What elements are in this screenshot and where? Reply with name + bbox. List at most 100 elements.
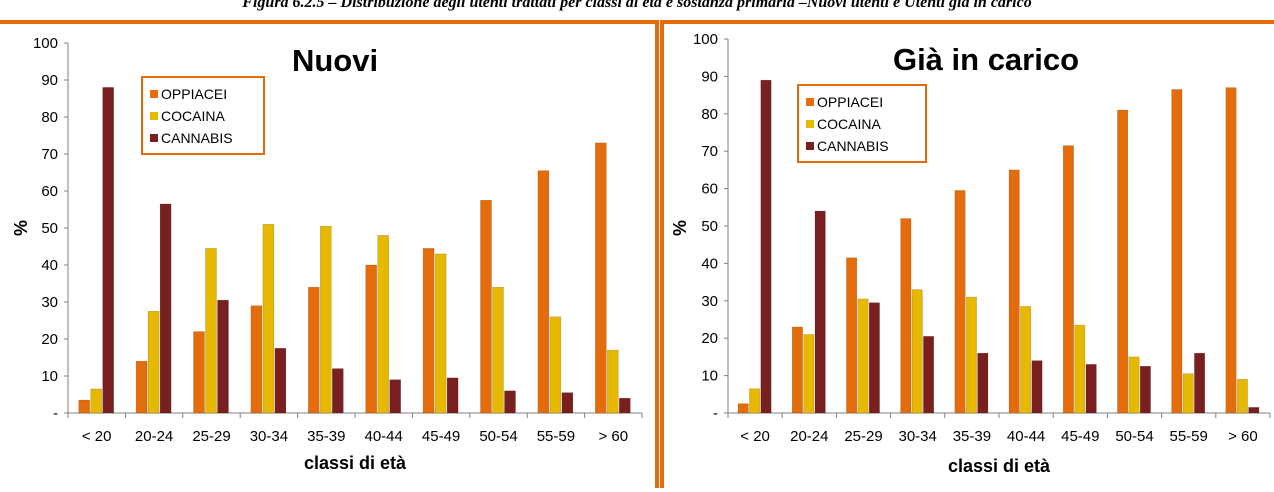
figure-caption: Figura 6.2.5 – Distribuzione degli utent…: [242, 0, 1032, 11]
bar-cannabis: [504, 390, 516, 414]
x-axis-title: classi di età: [304, 453, 407, 473]
y-tick-label: 70: [701, 143, 718, 160]
bar-cocaina: [205, 248, 217, 414]
bar-oppiacei: [1171, 89, 1183, 414]
legend-swatch-oppiacei: [806, 98, 814, 106]
y-tick-label: 40: [701, 255, 718, 272]
x-axis-title: classi di età: [948, 456, 1051, 476]
x-tick-label: 25-29: [192, 428, 230, 445]
x-tick-label: < 20: [740, 428, 770, 445]
bar-oppiacei: [791, 326, 803, 414]
x-tick-label: 25-29: [844, 428, 882, 445]
legend: OPPIACEI COCAINA CANNABIS: [797, 84, 927, 163]
bar-oppiacei: [365, 264, 377, 414]
bar-cannabis: [102, 87, 114, 414]
x-tick-label: < 20: [82, 428, 112, 445]
bar-cannabis: [814, 210, 826, 414]
x-tick-label: 55-59: [1170, 428, 1208, 445]
bar-oppiacei: [1117, 109, 1129, 414]
x-tick-label: > 60: [1228, 428, 1258, 445]
x-tick-label: > 60: [598, 428, 628, 445]
bar-oppiacei: [480, 200, 492, 414]
y-tick-label: 100: [693, 31, 718, 48]
bar-cannabis: [1085, 364, 1097, 414]
bar-cocaina: [1128, 356, 1140, 414]
bar-cocaina: [965, 296, 977, 414]
bar-cocaina: [492, 286, 504, 414]
y-tick-label: 30: [701, 293, 718, 310]
legend-label-cannabis: CANNABIS: [161, 130, 233, 146]
y-tick-label: 40: [41, 257, 58, 274]
legend-label-oppiacei: OPPIACEI: [817, 94, 883, 110]
bar-cocaina: [1020, 306, 1032, 414]
bar-cocaina: [262, 224, 275, 414]
bar-cocaina: [803, 334, 815, 414]
legend-label-cocaina: COCAINA: [817, 116, 881, 132]
chart-gia-in-carico: - 10 20 30 40 50 60 70 80 90 100 < 20 20-24 25-29 30-3…: [670, 31, 1271, 476]
y-tick-label: 80: [701, 106, 718, 123]
y-tick-label: 70: [41, 146, 58, 163]
legend-label-cannabis: CANNABIS: [817, 138, 889, 154]
bar-cannabis: [619, 397, 631, 414]
bar-cannabis: [1031, 360, 1043, 414]
y-tick-label: 60: [701, 181, 718, 198]
bar-oppiacei: [737, 403, 749, 414]
x-tick-label: 45-49: [1061, 428, 1099, 445]
legend-label-oppiacei: OPPIACEI: [161, 86, 227, 102]
bar-oppiacei: [135, 360, 148, 414]
y-tick-label: 60: [41, 183, 58, 200]
bar-cannabis: [561, 392, 574, 414]
y-tick-label: 20: [701, 330, 718, 347]
bar-oppiacei: [78, 399, 90, 414]
legend-swatch-cocaina: [806, 120, 814, 128]
x-tick-label: 35-39: [953, 428, 991, 445]
x-tick-label: 45-49: [422, 428, 460, 445]
bar-cannabis: [977, 352, 989, 414]
legend-swatch-cocaina: [150, 112, 158, 120]
x-tick-label: 40-44: [1007, 428, 1045, 445]
bar-cocaina: [549, 316, 562, 414]
x-tick-label: 50-54: [1115, 428, 1153, 445]
bar-cocaina: [1236, 379, 1248, 414]
x-tick-label: 30-34: [899, 428, 937, 445]
y-tick-label: 90: [41, 72, 58, 89]
legend-frame: [141, 76, 265, 155]
chart-title: Già in carico: [893, 42, 1079, 77]
bar-oppiacei: [193, 331, 205, 414]
legend-label-cocaina: COCAINA: [161, 108, 225, 124]
bar-cannabis: [1194, 352, 1206, 414]
y-tick-label: 10: [41, 368, 58, 385]
legend-frame: [797, 84, 927, 163]
y-tick-label: 20: [41, 331, 58, 348]
bar-cannabis: [446, 377, 459, 414]
chart-title: Nuovi: [292, 43, 378, 78]
legend-swatch-cannabis: [806, 142, 814, 150]
bar-oppiacei: [422, 248, 435, 414]
bar-cannabis: [332, 368, 344, 414]
bar-oppiacei: [846, 257, 858, 414]
bar-cocaina: [377, 235, 389, 414]
bar-oppiacei: [954, 190, 966, 414]
chart-nuovi: - 10 20 30 40 50 60 70 80 90 100 < 20 20-24 25-29 30-3…: [11, 35, 643, 473]
legend: OPPIACEI COCAINA CANNABIS: [141, 76, 265, 155]
bar-cannabis: [923, 336, 935, 414]
y-tick-label: 50: [41, 220, 58, 237]
bar-oppiacei: [900, 218, 912, 414]
x-tick-label: 20-24: [790, 428, 828, 445]
bar-oppiacei: [537, 170, 550, 414]
bar-cannabis: [760, 79, 772, 414]
x-tick-label: 40-44: [365, 428, 403, 445]
bar-cocaina: [857, 298, 869, 414]
y-tick-label: 10: [701, 368, 718, 385]
y-axis-title: %: [11, 220, 31, 236]
bar-cocaina: [434, 253, 447, 414]
bar-cannabis: [274, 348, 287, 414]
bar-cocaina: [320, 225, 332, 414]
y-tick-label: -: [53, 405, 58, 422]
bar-cannabis: [217, 299, 229, 414]
chart-panel-gia-in-carico: - 10 20 30 40 50 60 70 80 90 100 < 20 20-24 25-29 30-3…: [660, 20, 1274, 488]
bar-oppiacei: [250, 305, 263, 414]
y-tick-label: 30: [41, 294, 58, 311]
legend-swatch-oppiacei: [150, 90, 158, 98]
x-tick-label: 35-39: [307, 428, 345, 445]
